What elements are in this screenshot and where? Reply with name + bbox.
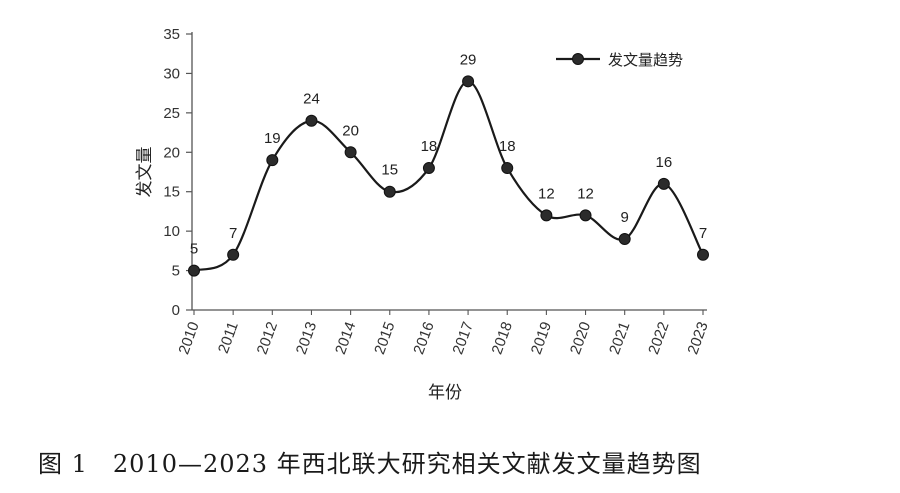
data-label: 7 — [699, 225, 707, 242]
x-tick-label: 2020 — [567, 320, 594, 357]
data-point — [501, 162, 514, 175]
x-tick-label: 2019 — [528, 320, 555, 357]
data-point — [579, 209, 592, 222]
data-point — [657, 177, 670, 190]
data-point — [383, 185, 396, 198]
data-point — [227, 248, 240, 261]
legend-label: 发文量趋势 — [608, 51, 683, 69]
y-tick-label: 10 — [163, 223, 180, 240]
x-tick-label: 2011 — [215, 320, 242, 356]
data-label: 18 — [421, 138, 438, 155]
y-tick-label: 30 — [163, 65, 180, 82]
data-label: 5 — [190, 241, 198, 258]
x-tick-label: 2021 — [606, 320, 633, 357]
x-tick-label: 2013 — [293, 320, 320, 357]
x-tick-label: 2017 — [449, 320, 476, 357]
x-tick-label: 2010 — [175, 320, 202, 357]
x-tick-label: 2015 — [371, 320, 398, 357]
y-tick-label: 5 — [172, 263, 180, 280]
data-point — [618, 233, 631, 246]
data-point — [462, 75, 475, 88]
x-axis: 2010 2011 2012 2013 2014 2015 2016 2017 2018 2019… — [175, 309, 712, 357]
data-point — [540, 209, 553, 222]
data-label: 29 — [460, 51, 477, 68]
legend-marker-swatch — [572, 53, 584, 65]
figure-caption: 图 1 2010—2023 年西北联大研究相关文献发文量趋势图 — [38, 450, 702, 478]
legend: 发文量趋势 — [556, 51, 683, 69]
data-label: 9 — [621, 209, 629, 226]
y-tick-label: 15 — [163, 184, 180, 201]
data-markers — [188, 75, 709, 277]
y-tick-label: 25 — [163, 105, 180, 122]
data-label: 16 — [656, 154, 673, 171]
data-point — [305, 114, 318, 127]
data-point — [188, 264, 200, 277]
y-axis: 0 5 10 15 20 25 30 35 — [163, 26, 193, 319]
x-tick-label: 2023 — [684, 320, 711, 357]
data-label: 19 — [264, 130, 281, 147]
data-label: 20 — [342, 122, 359, 139]
x-axis-title: 年份 — [428, 383, 462, 403]
x-tick-label: 2022 — [645, 320, 672, 357]
data-label: 24 — [303, 91, 320, 108]
data-label: 12 — [577, 185, 594, 202]
y-axis-title: 发文量 — [135, 147, 155, 198]
data-point — [344, 146, 357, 159]
x-tick-label: 2018 — [489, 320, 516, 357]
data-label: 15 — [381, 162, 398, 179]
data-point — [697, 248, 709, 261]
data-point — [266, 154, 279, 167]
data-label: 7 — [229, 225, 237, 242]
x-tick-label: 2014 — [332, 320, 359, 357]
y-tick-label: 20 — [163, 144, 180, 161]
x-tick-label: 2016 — [410, 320, 437, 357]
data-labels: 5 7 19 24 20 15 18 29 18 12 12 9 16 7 — [190, 51, 707, 257]
y-tick-label: 0 — [172, 302, 180, 319]
data-label: 18 — [499, 138, 516, 155]
y-tick-label: 35 — [163, 26, 180, 43]
data-point — [422, 162, 435, 175]
data-label: 12 — [538, 185, 555, 202]
x-tick-label: 2012 — [254, 320, 281, 357]
